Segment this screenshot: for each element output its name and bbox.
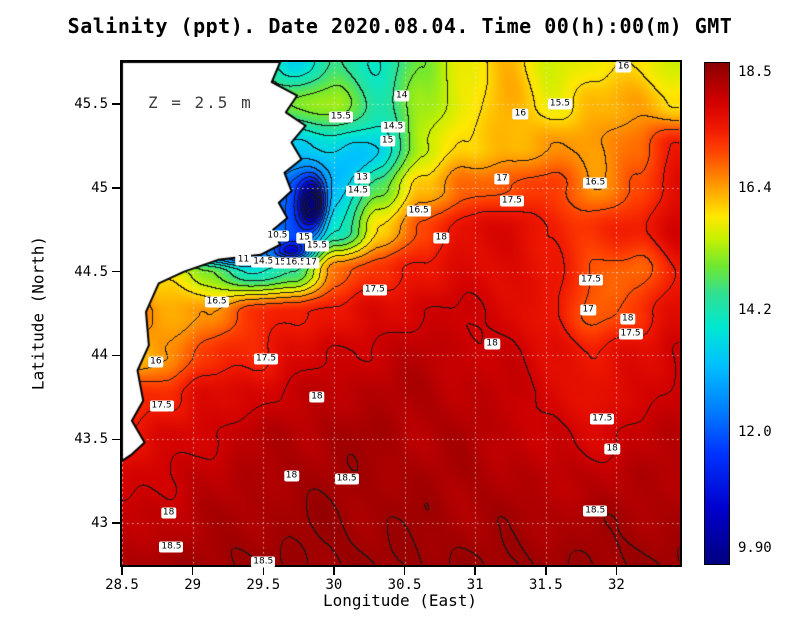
contour-label: 17.5: [578, 274, 604, 286]
x-tick-label: 30: [325, 577, 343, 593]
x-tick-label: 32: [607, 577, 625, 593]
contour-label: 15: [379, 135, 396, 147]
contour-label: 18: [484, 338, 500, 350]
contour-label: 16: [512, 108, 529, 120]
x-tick-label: 29.5: [246, 577, 281, 593]
x-tick-label: 28.5: [105, 577, 139, 593]
contour-label: 16: [615, 61, 632, 73]
chart-title: Salinity (ppt). Date 2020.08.04. Time 00…: [67, 14, 733, 38]
contour-label: 16.5: [204, 296, 229, 308]
contour-label: 16.5: [406, 205, 431, 217]
contour-label: 14.5: [381, 121, 406, 133]
contour-label: 18: [604, 443, 620, 455]
contour-label: 18.5: [583, 505, 608, 517]
colorbar: [704, 62, 730, 565]
y-tick-label: 44: [91, 347, 108, 364]
y-tick-label: 43: [91, 515, 108, 532]
y-tick-label: 45: [91, 179, 108, 196]
contour-label: 10.5: [265, 230, 290, 242]
colorbar-tick-label: 14.2: [738, 301, 772, 318]
x-tick-label: 29: [184, 577, 202, 593]
contour-label: 14.5: [345, 185, 370, 197]
y-tick-mark: [112, 522, 120, 524]
contour-label: 15.5: [304, 240, 329, 252]
y-tick-mark: [112, 187, 120, 189]
contour-label: 17: [303, 257, 320, 269]
contour-label: 13: [354, 172, 370, 184]
contour-label: 17.5: [618, 328, 643, 340]
x-tick-mark: [403, 567, 406, 575]
depth-annotation: Z = 2.5 m: [148, 93, 253, 112]
contour-label: 14.5: [251, 256, 276, 268]
contour-label: 15: [272, 257, 288, 269]
contour-label: 15.5: [547, 98, 572, 110]
map-canvas: [122, 62, 680, 565]
contour-label: 18.5: [159, 541, 184, 553]
x-tick-mark: [474, 567, 476, 575]
x-tick-mark: [191, 567, 194, 575]
contour-label: 15: [296, 232, 312, 244]
contour-label: 16: [148, 356, 164, 368]
colorbar-tick-label: 9.90: [738, 539, 772, 556]
contour-label: 18: [160, 507, 177, 519]
colorbar-tick-label: 12.0: [738, 423, 772, 440]
contour-label: 17.5: [590, 413, 615, 425]
colorbar-tick-label: 16.4: [738, 180, 772, 197]
contour-label: 18.5: [334, 473, 359, 485]
contour-label: 18: [283, 470, 300, 482]
x-tick-mark: [545, 567, 547, 575]
contour-label: 17.5: [499, 195, 524, 207]
contour-label: 18: [309, 391, 325, 403]
contour-label: 16.5: [583, 177, 608, 189]
colorbar-tick-label: 18.5: [738, 63, 772, 80]
contour-label: 18: [619, 313, 636, 325]
x-tick-label: 30.5: [387, 577, 422, 593]
contour-label: 11: [235, 254, 252, 266]
contour-label: 17: [580, 304, 596, 316]
contour-label: 16.5: [283, 257, 308, 269]
y-tick-label: 43.5: [74, 431, 108, 448]
contour-label: 15.5: [328, 111, 353, 123]
x-tick-mark: [262, 567, 265, 575]
contour-label: 18: [433, 232, 449, 244]
y-tick-label: 44.5: [74, 263, 108, 280]
contour-label: 17.5: [254, 353, 279, 365]
contour-label: 18.5: [251, 556, 276, 568]
contour-label: 14: [393, 90, 410, 102]
contour-label: 17: [494, 173, 510, 185]
x-tick-mark: [615, 567, 618, 575]
x-tick-label: 31.5: [528, 577, 563, 593]
y-axis-label: Latitude (North): [28, 235, 48, 391]
y-tick-mark: [112, 354, 120, 357]
y-tick-label: 45.5: [74, 95, 108, 112]
x-tick-mark: [333, 567, 335, 575]
contour-label: 17.5: [149, 400, 174, 412]
x-tick-mark: [121, 567, 123, 575]
y-tick-mark: [112, 438, 120, 440]
y-tick-mark: [112, 270, 120, 273]
contour-label: 17.5: [362, 284, 387, 296]
x-tick-label: 31: [466, 577, 484, 593]
x-axis-label: Longitude (East): [322, 591, 478, 610]
y-tick-mark: [112, 103, 120, 105]
